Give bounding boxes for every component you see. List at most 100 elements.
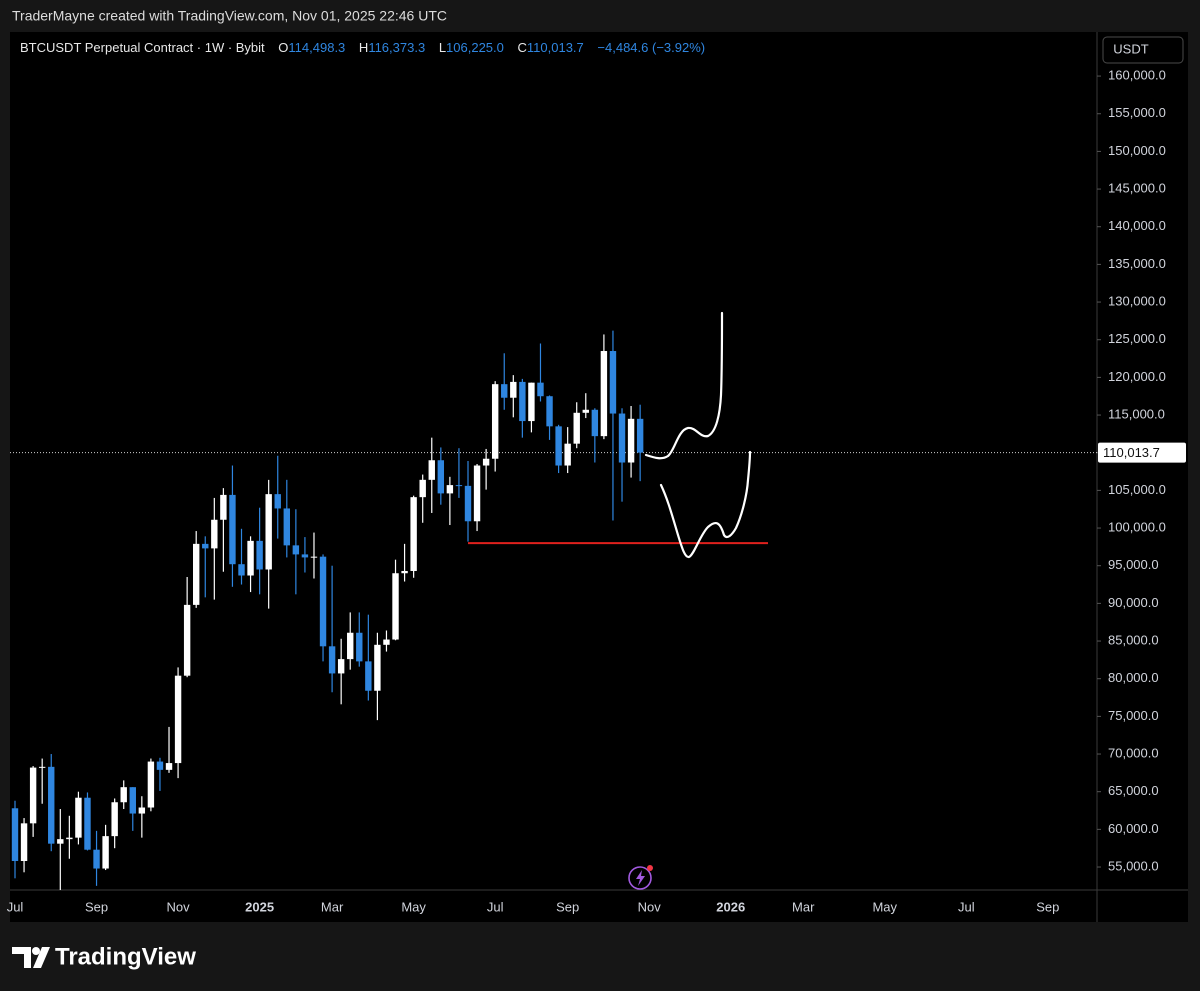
y-tick-label: 60,000.0 [1108, 821, 1159, 836]
candle-body [147, 761, 155, 808]
y-tick-label: 70,000.0 [1108, 745, 1159, 760]
candle-body [555, 426, 562, 466]
last-price-box [1098, 442, 1186, 463]
candle-body [174, 675, 182, 764]
y-tick-label: 80,000.0 [1108, 670, 1159, 685]
candle-body [546, 396, 553, 427]
candle-body [310, 556, 318, 558]
candle-body [491, 384, 499, 459]
candle-body [20, 823, 28, 861]
l-value: 106,225.0 [446, 40, 504, 55]
brand-logo: TradingView [12, 943, 196, 970]
candle-body [274, 494, 281, 509]
candle-body [229, 494, 236, 565]
brand: TradingView [55, 943, 196, 970]
x-tick-label: Jul [958, 899, 975, 914]
candle-body [301, 554, 309, 558]
candle-body [238, 564, 245, 576]
y-tick-label: 85,000.0 [1108, 632, 1159, 647]
candle-body [111, 802, 118, 837]
candle-body [582, 409, 589, 413]
y-tick-label: 65,000.0 [1108, 783, 1159, 798]
ohlc-legend: BTCUSDT Perpetual Contract · 1W · Bybit … [20, 40, 705, 55]
candle-body [38, 766, 46, 768]
icon-ring [628, 866, 652, 890]
candle-body [510, 381, 517, 398]
drawn-path-down [659, 450, 752, 559]
o-label: O [278, 40, 289, 55]
x-tick-label: Jul [7, 899, 24, 914]
candle-body [600, 351, 608, 437]
candle-body [29, 767, 37, 824]
candle-body [609, 351, 617, 414]
candle-body [247, 540, 254, 576]
y-tick-label: 105,000.0 [1108, 482, 1166, 497]
candle-body [564, 443, 571, 466]
chart-panel [10, 32, 1188, 922]
x-tick-label: May [401, 899, 426, 914]
candle-body [129, 787, 136, 814]
alerts-icon[interactable] [628, 865, 653, 890]
candle-body [437, 460, 445, 494]
y-tick-label: 90,000.0 [1108, 595, 1159, 610]
candle-body [165, 763, 173, 770]
icon-bolt [636, 870, 645, 886]
candle-body [374, 644, 381, 691]
y-tick-label: 100,000.0 [1108, 519, 1166, 534]
candle-body [627, 418, 635, 463]
c-label: C [517, 40, 527, 55]
currency: USDT [1113, 41, 1148, 56]
x-tick-label: 2025 [245, 899, 274, 914]
x-tick-label: May [872, 899, 897, 914]
candle-body [410, 497, 417, 571]
candle-body [464, 485, 472, 522]
candle-body [636, 418, 644, 453]
x-tick-label: Nov [638, 899, 662, 914]
x-tick-label: Mar [321, 899, 344, 914]
candle-body [256, 540, 263, 570]
candle-body [265, 494, 272, 570]
candle-body [528, 382, 535, 422]
y-tick-label: 125,000.0 [1108, 331, 1166, 346]
hand-drawings [644, 311, 752, 559]
candle-body [401, 570, 408, 574]
l-label: L [438, 40, 447, 55]
candle-body [292, 545, 300, 555]
x-tick-label: Nov [167, 899, 191, 914]
candle-body [419, 479, 426, 498]
y-tick-label: 150,000.0 [1108, 143, 1166, 158]
plot-area [10, 330, 1097, 890]
x-tick-label: Mar [792, 899, 815, 914]
symbol: BTCUSDT Perpetual Contract · 1W · Bybit [20, 40, 265, 55]
candle-body [328, 646, 336, 674]
h-label: H [358, 40, 369, 55]
last-price-label: 110,013.7 [1103, 445, 1160, 460]
candle-body [618, 413, 626, 463]
candle-body [48, 766, 55, 844]
candle-body [66, 837, 73, 840]
candle-body [283, 508, 290, 546]
logo-mark-3 [33, 947, 50, 968]
candle-body [202, 543, 209, 549]
candle-body [120, 787, 127, 803]
y-tick-label: 120,000.0 [1108, 369, 1166, 384]
candle-body [446, 485, 454, 494]
candle-body [11, 808, 19, 861]
x-tick-label: Jul [487, 899, 504, 914]
candle-body [93, 849, 100, 869]
candle-body [519, 381, 526, 422]
x-tick-label: Sep [556, 899, 579, 914]
currency-box[interactable] [1102, 36, 1184, 64]
y-tick-label: 130,000.0 [1108, 293, 1166, 308]
candle-body [392, 573, 399, 640]
y-tick-label: 140,000.0 [1108, 218, 1166, 233]
y-tick-label: 55,000.0 [1108, 858, 1159, 873]
y-tick-label: 75,000.0 [1108, 708, 1159, 723]
candle-body [591, 409, 599, 437]
candle-body [501, 384, 508, 398]
candle-body [365, 661, 372, 691]
candle-body [193, 543, 200, 605]
candle-body [220, 494, 227, 520]
candle-body [138, 807, 146, 814]
